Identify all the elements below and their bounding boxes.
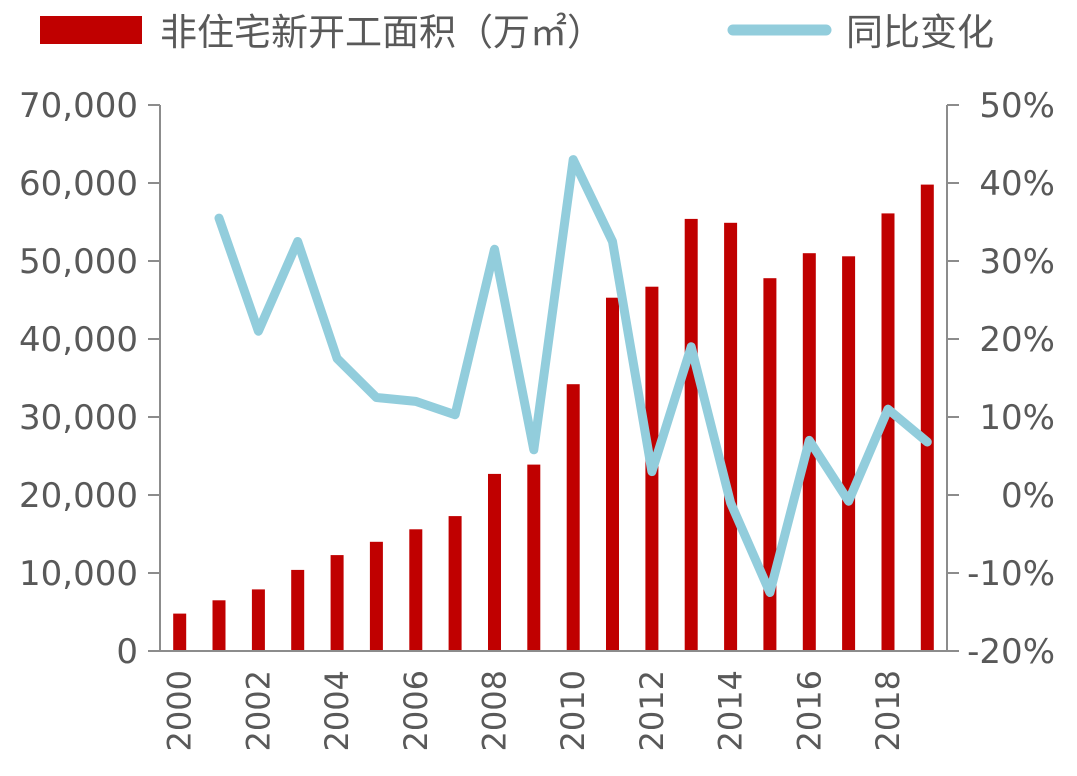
legend-label-line-series: 同比变化 — [846, 11, 994, 54]
bar-2010 — [566, 384, 580, 651]
right-tick-label: 20% — [979, 320, 1055, 360]
bar-2019 — [920, 184, 934, 651]
left-tick-label: 70,000 — [19, 86, 138, 126]
x-ticks: 2000 2002 2004 2006 2008 2010 2012 2014 2016 2018 — [161, 670, 907, 751]
right-tick-label: 30% — [979, 242, 1055, 282]
bar-series — [173, 184, 934, 652]
legend-swatch-bar-series — [40, 16, 142, 44]
bar-2018 — [881, 213, 895, 651]
x-tick-label: 2010 — [554, 670, 592, 751]
x-tick-label: 2012 — [633, 670, 671, 751]
right-tick-label: -20% — [967, 632, 1055, 672]
bar-2001 — [212, 600, 226, 651]
bar-2017 — [842, 256, 856, 651]
left-tick-label: 10,000 — [19, 554, 138, 594]
x-tick-label: 2016 — [790, 670, 828, 751]
left-tick-label: 60,000 — [19, 164, 138, 204]
right-tick-label: -10% — [967, 554, 1055, 594]
line-series-path — [214, 155, 932, 597]
left-tick-label: 20,000 — [19, 476, 138, 516]
axes — [159, 105, 948, 652]
bar-2015 — [763, 278, 777, 651]
right-tick-label: 10% — [979, 398, 1055, 438]
x-tick-label: 2008 — [475, 670, 513, 751]
left-y-ticks: 0 10,000 20,000 30,000 40,000 50,000 60,000 70,… — [19, 86, 160, 672]
right-tick-label: 50% — [979, 86, 1055, 126]
x-tick-label: 2006 — [397, 670, 435, 751]
right-y-ticks: -20% -10% 0% 10% 20% 30% 40% 50% — [947, 86, 1055, 672]
bar-2004 — [330, 555, 344, 651]
bar-2014 — [724, 222, 738, 652]
x-tick-label: 2000 — [161, 670, 199, 751]
bar-2009 — [527, 464, 541, 651]
x-tick-label: 2004 — [318, 670, 356, 751]
right-tick-label: 0% — [1001, 476, 1055, 516]
left-tick-label: 50,000 — [19, 242, 138, 282]
bar-2005 — [369, 541, 383, 651]
bar-2003 — [291, 569, 305, 651]
bar-2013 — [684, 218, 698, 651]
bar-2011 — [606, 297, 619, 651]
x-tick-label: 2014 — [712, 670, 750, 751]
x-tick-label: 2018 — [869, 670, 907, 751]
x-tick-label: 2002 — [239, 670, 277, 751]
bar-2006 — [409, 529, 423, 651]
bar-2008 — [488, 473, 501, 651]
left-tick-label: 40,000 — [19, 320, 138, 360]
legend: 非住宅新开工面积（万㎡） 同比变化 — [40, 11, 994, 54]
line-series — [214, 155, 932, 597]
left-tick-label: 0 — [116, 632, 138, 672]
bar-2002 — [251, 589, 265, 651]
right-tick-label: 40% — [979, 164, 1055, 204]
bar-2007 — [448, 516, 462, 651]
left-tick-label: 30,000 — [19, 398, 138, 438]
legend-label-bar-series: 非住宅新开工面积（万㎡） — [160, 11, 604, 54]
bar-2000 — [173, 613, 187, 651]
